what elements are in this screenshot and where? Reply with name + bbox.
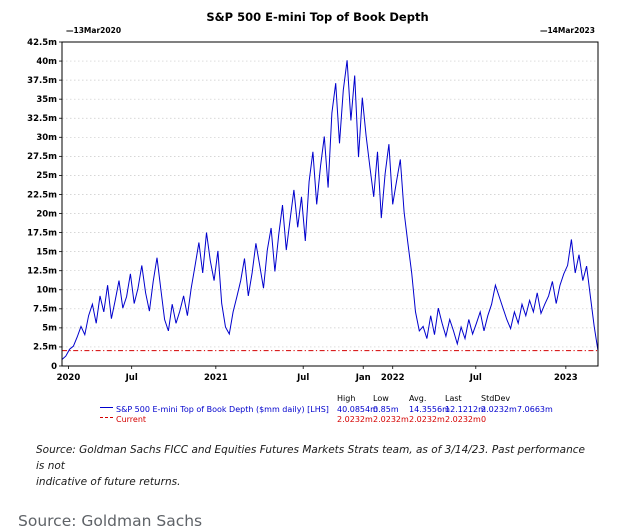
current-legend-marker: [100, 417, 113, 418]
stats-header-low: Low: [373, 394, 389, 403]
x-tick-label: Jul: [469, 373, 482, 383]
y-tick-label: 30m: [36, 133, 57, 143]
figure-source-line1: Source: Goldman Sachs FICC and Equities …: [36, 443, 585, 472]
y-tick-label: 40m: [36, 57, 57, 67]
end-date-annotation: —14Mar2023: [539, 26, 595, 35]
start-date-annotation: —13Mar2020: [66, 26, 122, 35]
stats-header-avg: Avg.: [409, 394, 427, 403]
current-stat-value: 2.0232m: [445, 415, 481, 424]
y-tick-label: 35m: [36, 95, 57, 105]
y-tick-label: 17.5m: [27, 228, 57, 238]
series-stat-value: 0.85m: [373, 404, 399, 414]
y-tick-label: 5m: [42, 324, 57, 334]
x-tick-label: Jan: [355, 373, 371, 383]
series-stat-value: 14.3556m: [409, 404, 450, 414]
series-legend-label: S&P 500 E-mini Top of Book Depth ($mm da…: [116, 404, 329, 414]
stats-header-last: Last: [445, 394, 462, 403]
y-tick-label: 37.5m: [27, 76, 57, 86]
series-stat-value: 2.0232m: [481, 404, 517, 414]
y-tick-label: 15m: [36, 247, 57, 257]
x-tick-label: Jul: [296, 373, 309, 383]
figure-source-line2: indicative of future returns.: [36, 476, 181, 489]
page-caption: Source: Goldman Sachs: [18, 512, 203, 526]
x-tick-label: 2021: [204, 373, 228, 383]
figure-source-note: Source: Goldman Sachs FICC and Equities …: [36, 442, 596, 491]
y-tick-label: 0: [51, 362, 57, 372]
y-tick-label: 20m: [36, 209, 57, 219]
x-tick-label: Jul: [125, 373, 138, 383]
current-legend-label: Current: [116, 415, 147, 424]
current-stats-row: Current 2.0232m 2.0232m 2.0232m 2.0232m …: [100, 415, 635, 426]
series-legend-marker: [100, 406, 113, 408]
depth-chart-svg: 0 2.5m 5m 7.5m 10m 12.5m 15m 17.5m 20m 22.5m 25m 27…: [27, 38, 599, 383]
series-stat-value: 7.0663m: [517, 404, 553, 414]
y-tick-label: 12.5m: [27, 267, 57, 277]
y-tick-label: 25m: [36, 171, 57, 181]
y-tick-label: 2.5m: [33, 343, 57, 353]
y-tick-label: 10m: [36, 286, 57, 296]
legend-stats-block: High Low Avg. Last StdDev S&P 500 E-mini…: [100, 394, 635, 426]
current-stat-value: 2.0232m: [373, 415, 409, 424]
stats-header-high: High: [337, 394, 356, 403]
depth-series-line: [61, 60, 599, 360]
y-tick-label: 22.5m: [27, 190, 57, 200]
y-tick-label: 7.5m: [33, 305, 57, 315]
current-stat-value: 2.0232m: [409, 415, 445, 424]
stats-header-row: High Low Avg. Last StdDev: [100, 394, 635, 405]
series-stats-row: S&P 500 E-mini Top of Book Depth ($mm da…: [100, 405, 635, 416]
series-stat-value: 12.1212m: [445, 404, 486, 414]
x-tick-label: 2023: [554, 373, 578, 383]
y-tick-label: 42.5m: [27, 38, 57, 48]
current-stat-value: 2.0232m: [337, 415, 373, 424]
current-stat-value: 0: [481, 415, 487, 424]
stats-header-stddev: StdDev: [481, 394, 511, 403]
plot-border: [61, 41, 599, 367]
annotation-row: —13Mar2020 —14Mar2023: [0, 26, 635, 36]
series-stat-value: 40.0854m: [337, 404, 378, 414]
plot-area: 0 2.5m 5m 7.5m 10m 12.5m 15m 17.5m 20m 22.5m 25m 27…: [10, 36, 635, 392]
x-tick-label: 2020: [57, 373, 81, 383]
y-tick-label: 32.5m: [27, 114, 57, 124]
y-tick-label: 27.5m: [27, 152, 57, 162]
chart-title: S&P 500 E-mini Top of Book Depth: [206, 10, 429, 24]
x-tick-label: 2022: [381, 373, 405, 383]
